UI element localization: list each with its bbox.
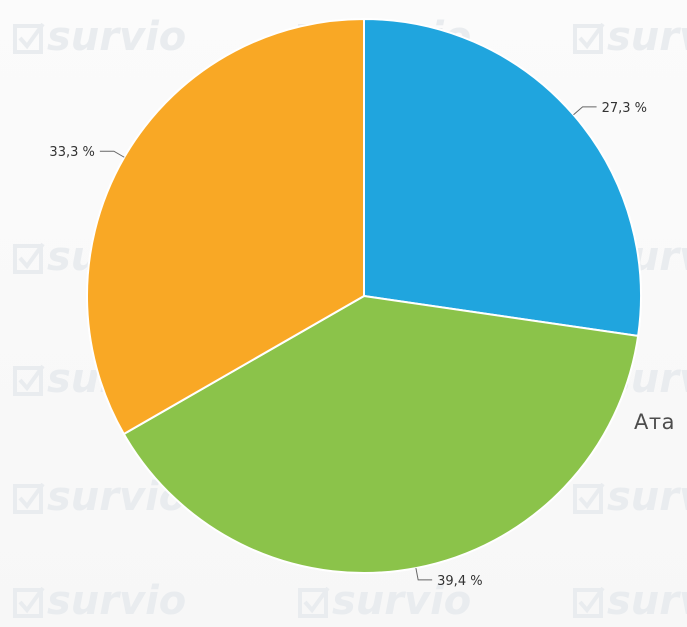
watermark-logo: survio <box>573 474 687 520</box>
label-connector <box>573 106 597 116</box>
clipped-legend-text: Ата <box>634 410 675 434</box>
slice-label: 39,4 % <box>437 574 482 589</box>
slice-label: 33,3 % <box>49 145 94 160</box>
svg-text:survio: survio <box>47 578 186 624</box>
watermark-logo: survio <box>13 578 186 624</box>
svg-text:survio: survio <box>607 578 687 624</box>
label-connector <box>99 150 125 158</box>
watermark-logo: survio <box>573 14 687 60</box>
watermark-logo: survio <box>573 578 687 624</box>
watermark-logo: survio <box>298 578 471 624</box>
label-connector <box>415 568 433 581</box>
svg-text:survio: survio <box>47 14 186 60</box>
svg-text:survio: survio <box>332 578 471 624</box>
slice-label: 27,3 % <box>602 101 647 116</box>
svg-text:survio: survio <box>607 14 687 60</box>
pie-slice <box>363 18 642 337</box>
watermark-logo: survio <box>13 14 186 60</box>
svg-text:survio: survio <box>607 474 687 520</box>
